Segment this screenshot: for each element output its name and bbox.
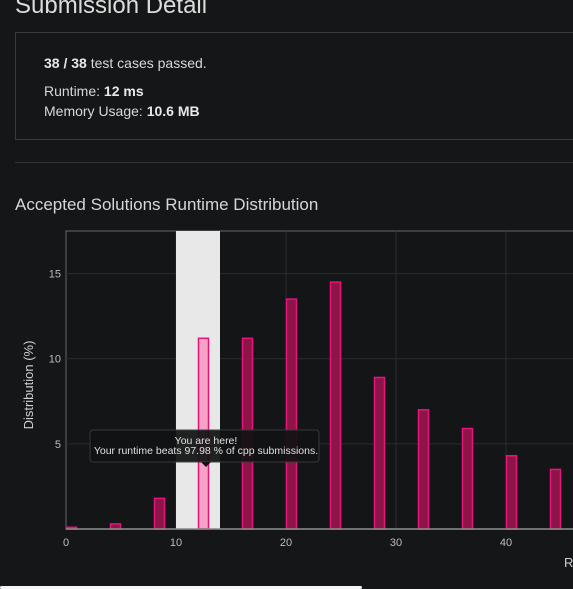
section-divider	[15, 162, 573, 163]
distribution-bar[interactable]	[505, 455, 518, 530]
y-tick-label: 15	[49, 269, 61, 281]
y-tick-label: 5	[55, 439, 61, 451]
runtime-label: Runtime:	[44, 83, 104, 99]
memory-value: 10.6 MB	[146, 103, 200, 119]
submission-summary-panel: 38 / 38 test cases passed. Runtime: 12 m…	[15, 32, 573, 140]
x-tick-label: 30	[390, 537, 402, 549]
memory-summary: Memory Usage: 10.6 MB	[44, 103, 200, 119]
distribution-bar[interactable]	[549, 468, 562, 530]
tooltip-title: You are here!	[175, 435, 238, 447]
y-tick-label: 10	[49, 354, 61, 366]
x-tick-label: 10	[170, 537, 182, 549]
runtime-value: 12 ms	[103, 83, 144, 99]
distribution-bar[interactable]	[285, 298, 298, 530]
distribution-bar[interactable]	[373, 376, 386, 530]
runtime-distribution-title: Accepted Solutions Runtime Distribution	[15, 195, 319, 214]
distribution-bar[interactable]	[153, 497, 166, 530]
x-axis-label: R	[564, 555, 573, 570]
y-axis-label: Distribution (%)	[21, 341, 36, 430]
page-title: Submission Detail	[15, 0, 208, 19]
x-tick-label: 0	[63, 537, 69, 549]
distribution-bar[interactable]	[461, 427, 474, 530]
x-tick-label: 20	[280, 537, 292, 549]
test-cases-count: 38 / 38	[44, 55, 87, 71]
runtime-summary: Runtime: 12 ms	[44, 83, 144, 99]
distribution-bar[interactable]	[109, 523, 122, 530]
memory-label: Memory Usage:	[44, 103, 147, 119]
distribution-bar[interactable]	[417, 409, 430, 530]
x-tick-label: 40	[500, 537, 512, 549]
plot-area	[65, 230, 573, 530]
tooltip-runtime-beats-text: Your runtime beats 97.98 % of cpp submis…	[94, 445, 318, 457]
test-cases-summary: 38 / 38 test cases passed.	[44, 55, 207, 71]
distribution-bar[interactable]	[329, 281, 342, 530]
test-cases-text: test cases passed.	[86, 55, 207, 71]
tooltip-caret	[201, 462, 211, 467]
horizontal-scrollbar[interactable]	[0, 586, 362, 589]
